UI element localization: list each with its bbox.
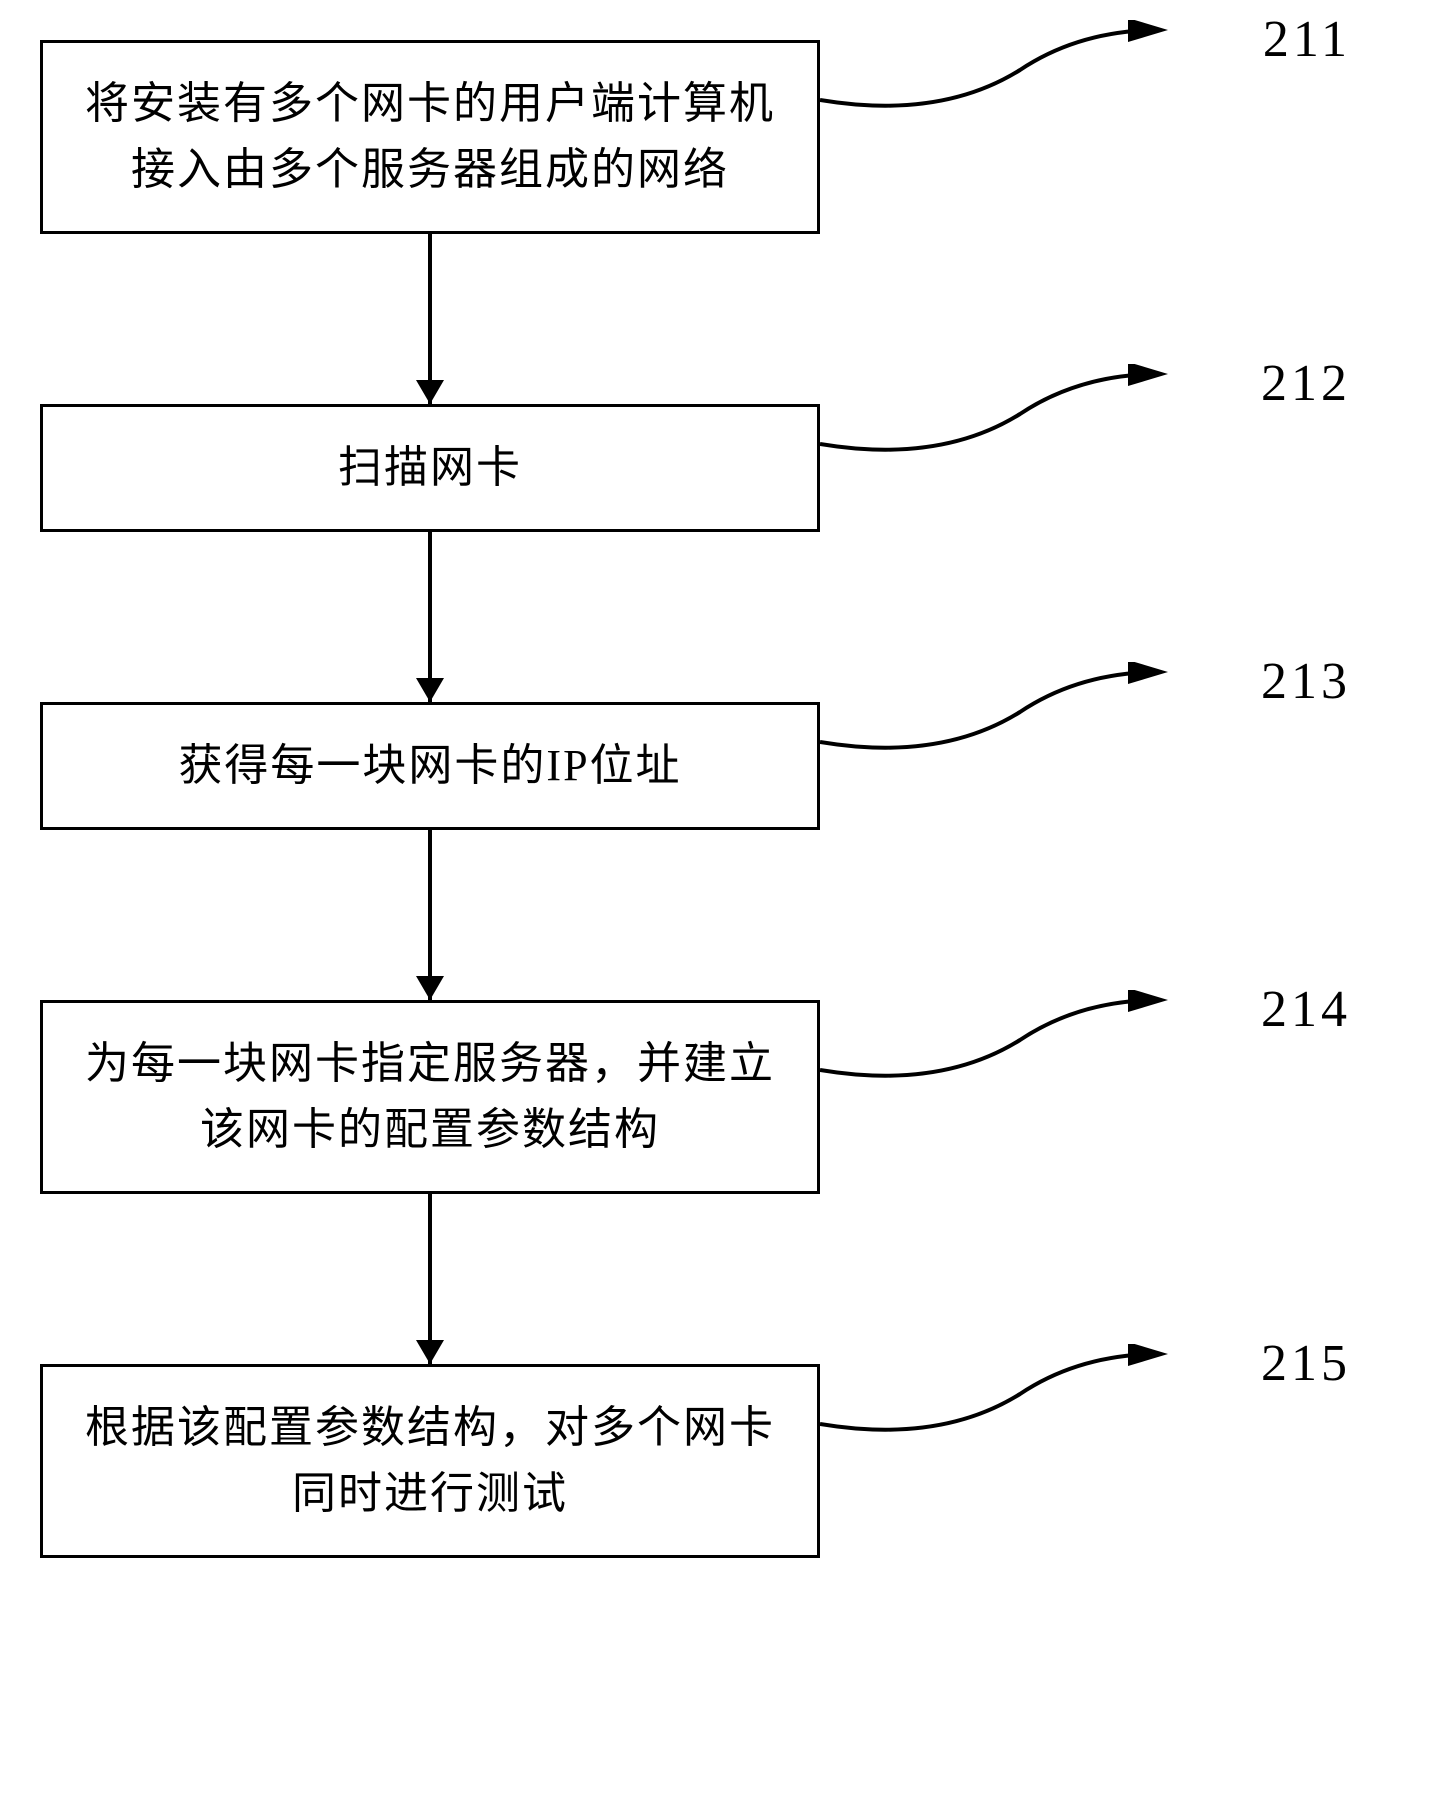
step1-label: 211 <box>1263 10 1351 69</box>
flowchart-container: 将安装有多个网卡的用户端计算机接入由多个服务器组成的网络 211 扫描网卡 <box>40 40 1391 1558</box>
flowchart-row: 为每一块网卡指定服务器，并建立该网卡的配置参数结构 214 <box>40 1000 1391 1194</box>
flowchart-row: 将安装有多个网卡的用户端计算机接入由多个服务器组成的网络 211 <box>40 40 1391 234</box>
step1-text: 将安装有多个网卡的用户端计算机接入由多个服务器组成的网络 <box>83 71 777 203</box>
flowchart-box-step2: 扫描网卡 <box>40 404 820 532</box>
curve-arrow-icon <box>820 20 1200 140</box>
step4-label: 214 <box>1261 980 1351 1039</box>
step2-label: 212 <box>1261 354 1351 413</box>
flowchart-row: 扫描网卡 212 <box>40 404 1391 532</box>
flowchart-box-step1: 将安装有多个网卡的用户端计算机接入由多个服务器组成的网络 <box>40 40 820 234</box>
curve-arrow-icon <box>820 364 1200 484</box>
step5-label: 215 <box>1261 1334 1351 1393</box>
curve-arrow-icon <box>820 1344 1200 1464</box>
step3-label: 213 <box>1261 652 1351 711</box>
flowchart-box-step5: 根据该配置参数结构，对多个网卡同时进行测试 <box>40 1364 820 1558</box>
arrow-down-icon <box>420 234 440 404</box>
flowchart-box-step4: 为每一块网卡指定服务器，并建立该网卡的配置参数结构 <box>40 1000 820 1194</box>
flowchart-box-step3: 获得每一块网卡的IP位址 <box>40 702 820 830</box>
flowchart-row: 根据该配置参数结构，对多个网卡同时进行测试 215 <box>40 1364 1391 1558</box>
arrow-down-icon <box>420 1194 440 1364</box>
arrow-down-icon <box>420 532 440 702</box>
step3-text: 获得每一块网卡的IP位址 <box>178 733 681 799</box>
step4-text: 为每一块网卡指定服务器，并建立该网卡的配置参数结构 <box>83 1031 777 1163</box>
curve-arrow-icon <box>820 990 1200 1110</box>
flowchart-row: 获得每一块网卡的IP位址 213 <box>40 702 1391 830</box>
step2-text: 扫描网卡 <box>338 435 522 501</box>
arrow-down-icon <box>420 830 440 1000</box>
curve-arrow-icon <box>820 662 1200 782</box>
step5-text: 根据该配置参数结构，对多个网卡同时进行测试 <box>83 1395 777 1527</box>
